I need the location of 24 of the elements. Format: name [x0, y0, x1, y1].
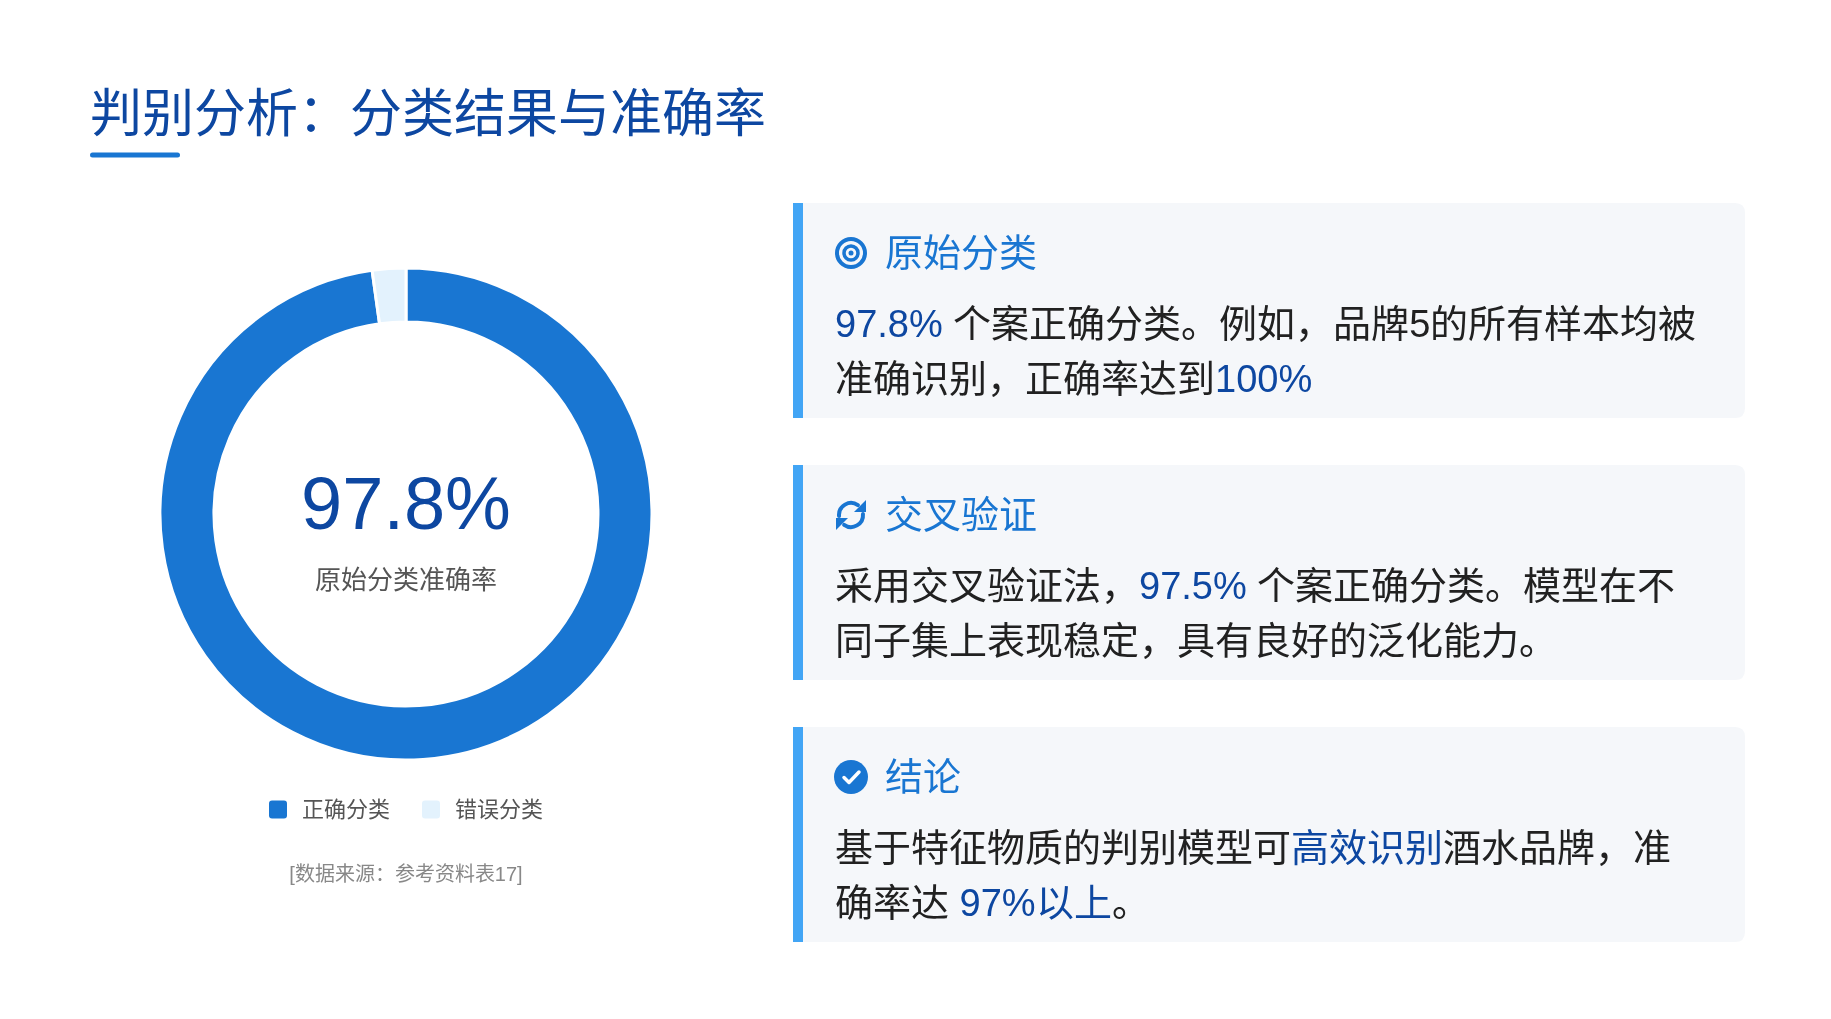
text: 采用交叉验证法， — [835, 565, 1139, 607]
legend-label: 错误分类 — [455, 797, 543, 822]
text: 确率达 — [835, 882, 949, 924]
text: 高效识别 — [1291, 827, 1443, 869]
text: 100% — [1215, 358, 1313, 400]
text: 交叉验证 — [885, 494, 1037, 536]
text: 97.8% — [301, 461, 511, 545]
text: 97.5% — [1139, 565, 1247, 607]
chart-title: 判别分析：分类结果与准确率 — [90, 85, 766, 143]
text: 基于特征物质的判别模型可 — [835, 827, 1291, 869]
text: 个案正确分类。例如，品牌5的所有样本均被 — [953, 303, 1697, 345]
text: [数据来源：参考资料表17] — [289, 863, 523, 885]
text: 原始分类准确率 — [315, 565, 497, 595]
text: 准确识别，正确率达到 — [835, 358, 1215, 400]
text: 同子集上表现稳定，具有良好的泛化能力。 — [835, 620, 1557, 662]
text: 97%以上 — [959, 882, 1112, 924]
text: 。 — [1111, 882, 1150, 924]
text: 97.8% — [835, 303, 943, 345]
text: 个案正确分类。模型在不 — [1257, 565, 1676, 607]
text: 酒水品牌，准 — [1443, 827, 1671, 869]
text: 结论 — [885, 756, 961, 798]
text: 原始分类 — [885, 232, 1037, 274]
donut-slice — [158, 266, 654, 762]
legend-label: 正确分类 — [302, 797, 390, 822]
